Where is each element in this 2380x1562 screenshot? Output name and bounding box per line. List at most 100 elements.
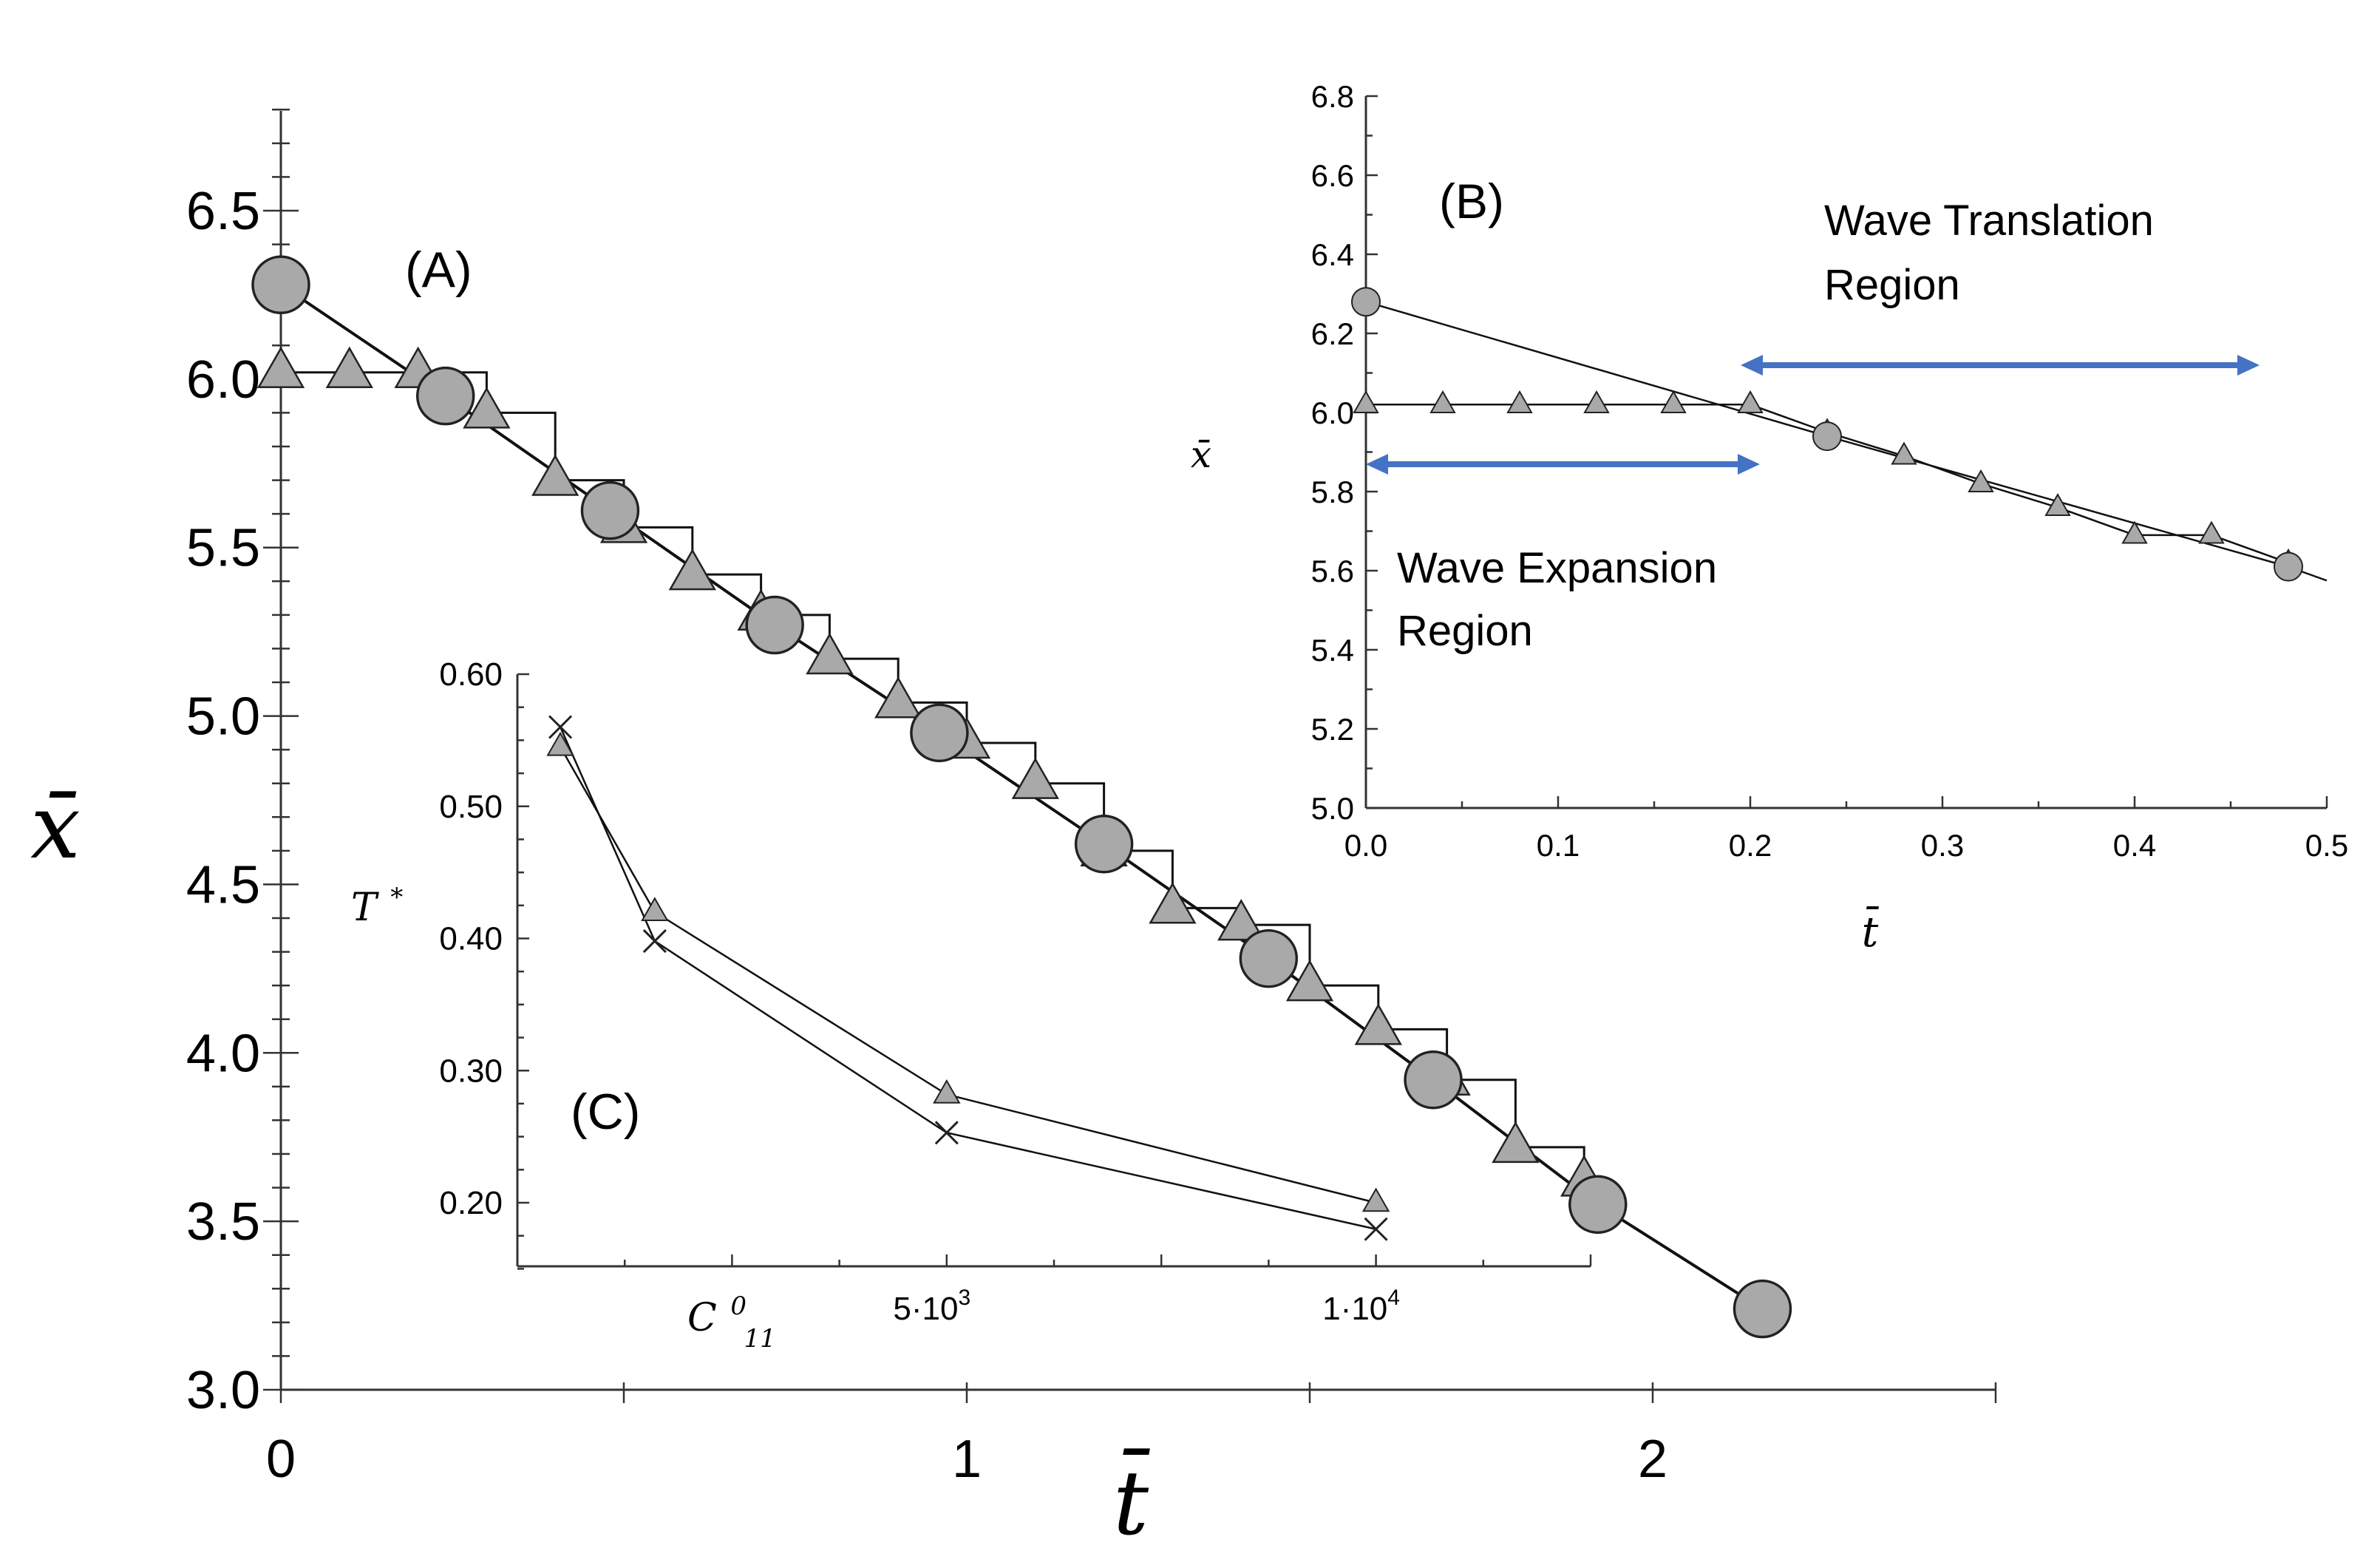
panel-b-circle-point <box>2274 551 2303 582</box>
expansion-arrow-head-left <box>1366 454 1388 475</box>
panel-b-y-tick-label: 6.4 <box>1311 237 1354 272</box>
panel-b-triangle-point <box>1353 390 1379 413</box>
panel-b-ylabel: x̄ <box>1191 433 1211 476</box>
panel-a-y-tick-label: 6.5 <box>186 182 260 241</box>
panel-a-triangle-point <box>1285 960 1334 1002</box>
expansion-region-label-line2: Region <box>1397 607 1533 655</box>
panel-c-crosses-line <box>559 726 1376 1230</box>
panel-a-circle-point <box>580 481 640 540</box>
panel-c-ylabel-sup: * <box>390 883 403 912</box>
panel-a-y-tick-label: 5.5 <box>186 519 260 578</box>
panel-a-triangle-point <box>874 676 922 719</box>
panel-a-triangle-point <box>1354 1003 1402 1045</box>
panel-a-axes: 3.0 3.5 4.0 4.5 5.0 5.5 6.0 6.5 0 1 2 <box>186 109 1997 1489</box>
panel-b-triangle-point <box>1506 390 1533 413</box>
panel-b-y-tick-label: 5.6 <box>1311 554 1354 588</box>
panel-b-triangle-point <box>1737 390 1764 413</box>
panel-c-y-tick-label: 0.60 <box>439 656 503 693</box>
panel-c-ylabel-base: T <box>351 886 379 930</box>
panel-b: 5.0 5.2 5.4 5.6 5.8 6.0 6.2 6.4 6.6 6.8 0.0 0.1 0.2 0… <box>1191 79 2348 957</box>
translation-region-label-line2: Region <box>1824 261 1960 309</box>
panel-c-x-tick-base: 5·10 <box>893 1291 958 1327</box>
panel-b-x-tick-label: 0.2 <box>1729 828 1772 863</box>
panel-b-triangle-point <box>2044 493 2071 517</box>
panel-c-triangle-point <box>933 1079 961 1104</box>
panel-b-triangle-point <box>2121 520 2148 544</box>
panel-c-axes: 0.20 0.30 0.40 0.50 0.60 5·103 1·104 <box>439 656 1592 1327</box>
panel-b-y-tick-label: 6.0 <box>1311 395 1354 430</box>
panel-b-circle-point <box>1812 421 1842 452</box>
translation-arrow-head-right <box>2237 355 2260 376</box>
panel-c-x-tick-label: 1·104 <box>1322 1286 1400 1327</box>
panel-c-cross-point <box>642 929 667 954</box>
panel-c-y-tick-label: 0.30 <box>439 1053 503 1089</box>
panel-b-y-tick-label: 5.4 <box>1311 633 1354 668</box>
panel-a-circle-point <box>1568 1175 1628 1235</box>
panel-b-y-tick-label: 5.2 <box>1311 712 1354 747</box>
panel-a-circle-point <box>415 366 475 426</box>
translation-region-label-line1: Wave Translation <box>1824 197 2154 245</box>
panel-b-triangle-point <box>1429 390 1456 413</box>
panel-b-x-tick-label: 0.5 <box>2305 828 2348 863</box>
expansion-region-label-line1: Wave Expansion <box>1397 544 1717 592</box>
panel-a-y-tick-label: 5.0 <box>186 687 260 747</box>
panel-c-y-tick-label: 0.40 <box>439 921 503 957</box>
panel-a-circle-point <box>910 703 969 763</box>
panel-a-x-tick-label: 2 <box>1638 1430 1667 1489</box>
panel-b-circle-point <box>1351 287 1381 317</box>
panel-c-triangle-point <box>641 897 669 922</box>
panel-b-triangle-point <box>1583 390 1610 413</box>
panel-b-triangle-point <box>1968 469 1994 492</box>
panel-b-lines <box>1365 300 2328 582</box>
panel-c-lines <box>559 726 1376 1230</box>
panel-a-triangle-point <box>463 387 511 429</box>
panel-a-triangle-point <box>531 454 579 496</box>
panel-a-triangle-point <box>256 346 305 388</box>
panel-a-y-tick-label: 4.5 <box>186 855 260 914</box>
panel-a-y-tick-label: 6.0 <box>186 350 260 410</box>
panel-b-y-tick-label: 5.0 <box>1311 791 1354 826</box>
panel-a-x-tick-label: 0 <box>266 1430 296 1489</box>
panel-b-triangle-point <box>1891 441 1917 465</box>
panel-c-triangles-line <box>559 746 1376 1204</box>
panel-b-x-tick-label: 0.3 <box>1921 828 1964 863</box>
panel-a-x-tick-label: 1 <box>952 1430 982 1489</box>
panel-a: 3.0 3.5 4.0 4.5 5.0 5.5 6.0 6.5 0 1 2 (A) t̄ x̄ <box>30 109 1997 1555</box>
panel-a-circle-point <box>745 595 804 655</box>
panel-c-x-tick-label: 5·103 <box>893 1286 970 1327</box>
panel-b-circles-line <box>1365 300 2328 582</box>
panel-b-y-tick-label: 5.8 <box>1311 475 1354 509</box>
panel-a-y-tick-label: 4.0 <box>186 1024 260 1083</box>
panel-b-axes: 5.0 5.2 5.4 5.6 5.8 6.0 6.2 6.4 6.6 6.8 0.0 0.1 0.2 0… <box>1311 79 2349 863</box>
expansion-arrow-head-right <box>1738 454 1760 475</box>
panel-a-circle-point <box>1074 815 1134 874</box>
panel-c-y-tick-label: 0.50 <box>439 789 503 825</box>
panel-a-triangle-point <box>1011 757 1059 799</box>
panel-c-xlabel: C 0 11 <box>687 1280 776 1354</box>
panel-a-markers <box>251 255 1792 1339</box>
panel-c-label: (C) <box>571 1084 640 1140</box>
panel-b-y-tick-label: 6.2 <box>1311 316 1354 351</box>
panel-b-y-tick-label: 6.8 <box>1311 79 1354 114</box>
panel-a-y-tick-label: 3.0 <box>186 1361 260 1420</box>
panel-c-x-tick-exp: 4 <box>1387 1286 1400 1310</box>
panel-a-circle-point <box>1239 928 1299 988</box>
panel-b-x-tick-label: 0.0 <box>1344 828 1387 863</box>
panel-b-triangle-point <box>1660 390 1687 413</box>
panel-c-ylabel: T * <box>351 883 403 930</box>
panel-a-triangle-point <box>1149 882 1197 924</box>
panel-b-markers <box>1351 287 2303 582</box>
panel-c-cross-point <box>934 1121 959 1145</box>
panel-c-markers <box>546 715 1390 1241</box>
panel-a-triangle-point <box>1492 1121 1540 1164</box>
panel-c-xlabel-sub: 11 <box>744 1324 776 1354</box>
panel-a-triangle-point <box>1217 899 1265 941</box>
panel-b-label: (B) <box>1439 174 1504 228</box>
panel-a-triangle-point <box>668 549 716 591</box>
panel-c-xlabel-sup: 0 <box>730 1291 747 1321</box>
panel-c-x-tick-base: 1·10 <box>1322 1291 1387 1327</box>
panel-c-x-tick-exp: 3 <box>958 1286 970 1310</box>
panel-b-region-arrows <box>1366 355 2260 475</box>
panel-a-triangle-point <box>806 633 854 675</box>
